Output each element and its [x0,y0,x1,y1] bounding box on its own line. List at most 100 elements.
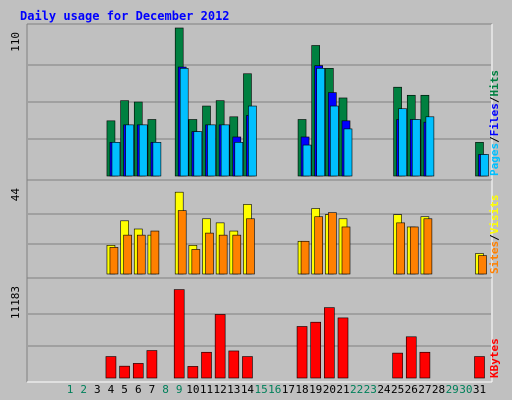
bar-sites-day-27 [423,218,433,275]
bar-sites-day-14 [246,218,255,275]
x-tick-day-28: 28 [432,383,445,396]
bar-pages-day-27 [425,116,435,177]
legend-item: Hits [488,70,501,97]
legend-item: Visits [488,195,501,235]
x-tick-day-5: 5 [121,383,128,396]
x-tick-day-10: 10 [186,383,199,396]
bar-pages-day-14 [248,105,257,177]
x-tick-day-2: 2 [80,383,87,396]
bar-pages-day-20 [330,105,339,177]
legend: Pages/Files/Hits [488,70,501,176]
y-max-label: 11183 [9,286,22,319]
bar-sites-day-13 [232,234,242,275]
legend-item: Files [488,103,501,136]
bar-pages-day-25 [398,108,407,177]
y-max-label: 110 [9,32,22,52]
bar-sites-day-25 [396,222,405,275]
x-tick-day-26: 26 [405,383,418,396]
legend: KBytes [488,338,501,378]
panel-visits-sites: 44 Sites/Visits [9,179,501,279]
x-tick-day-13: 13 [227,383,240,396]
bar-kbytes-day-4 [105,356,117,379]
x-tick-day-3: 3 [94,383,101,396]
x-tick-day-8: 8 [162,383,169,396]
bar-pages-day-5 [125,124,134,177]
x-tick-day-24: 24 [377,383,391,396]
bar-pages-day-21 [343,128,353,177]
bar-kbytes-day-26 [405,336,417,379]
bar-kbytes-day-7 [146,350,158,379]
bar-pages-day-31 [480,154,489,177]
bar-pages-day-13 [234,142,244,177]
x-tick-day-9: 9 [176,383,183,396]
bar-pages-day-11 [207,124,216,177]
x-tick-day-29: 29 [446,383,459,396]
bar-pages-day-12 [220,124,230,177]
bar-kbytes-day-6 [132,363,144,379]
legend-item: Pages [488,143,501,176]
x-tick-day-25: 25 [391,383,404,396]
bar-pages-day-10 [193,131,203,177]
x-tick-day-17: 17 [282,383,295,396]
x-tick-day-22: 22 [350,383,363,396]
chart-title: Daily usage for December 2012 [20,9,230,23]
bar-pages-day-19 [316,68,326,177]
bar-sites-day-6 [136,234,146,275]
x-tick-day-1: 1 [67,383,74,396]
bar-kbytes-day-10 [187,366,199,379]
bar-sites-day-19 [314,216,324,275]
bar-pages-day-18 [302,144,312,177]
bar-kbytes-day-11 [201,351,212,379]
x-tick-day-21: 21 [336,383,349,396]
bar-kbytes-day-18 [296,326,308,379]
bar-sites-day-7 [150,230,160,275]
bar-sites-day-11 [205,232,214,275]
bar-kbytes-day-14 [242,356,253,379]
x-tick-day-16: 16 [268,383,281,396]
bar-kbytes-day-21 [337,317,349,379]
legend-item: / [488,234,501,241]
x-tick-day-19: 19 [309,383,322,396]
legend-item: / [488,96,501,103]
bar-sites-day-10 [191,249,201,275]
legend: Sites/Visits [488,195,501,275]
bar-sites-day-12 [218,234,228,275]
legend-item: / [488,136,501,143]
x-tick-day-30: 30 [459,383,472,396]
x-tick-day-7: 7 [149,383,156,396]
x-tick-day-20: 20 [323,383,336,396]
bar-pages-day-7 [152,142,162,177]
legend-item: KBytes [488,338,501,378]
x-axis-labels: 1 2 3 4 5 6 7 8 9 10 11 12 13 14 15 16 17 18 19 20 21 22 23 24 2… [67,383,486,396]
x-tick-day-23: 23 [364,383,377,396]
bar-kbytes-day-12 [214,314,226,379]
x-tick-day-27: 27 [418,383,431,396]
bar-sites-day-20 [328,212,337,275]
bar-sites-day-26 [409,226,419,275]
bar-sites-day-4 [109,247,119,275]
bar-sites-day-9 [177,210,187,275]
bar-kbytes-day-20 [324,307,335,379]
bar-sites-day-31 [478,255,487,275]
panels-layer: 110Pages/Files/Hits44Sites/Visits11183KB… [9,23,501,383]
bar-pages-day-9 [179,68,189,177]
bar-kbytes-day-13 [228,350,240,379]
bar-sites-day-18 [300,240,310,275]
bar-pages-day-6 [138,124,148,177]
bar-kbytes-day-19 [310,321,322,379]
bar-kbytes-day-9 [173,289,185,379]
bar-kbytes-day-5 [119,365,130,379]
bar-pages-day-26 [411,119,421,177]
panel-kbytes: 11183 KBytes [9,277,501,383]
bar-pages-day-4 [111,142,121,177]
x-tick-day-6: 6 [135,383,142,396]
y-max-label: 44 [9,188,22,202]
bar-kbytes-day-27 [419,351,431,379]
bar-sites-day-5 [123,234,132,275]
x-tick-day-14: 14 [241,383,255,396]
bar-kbytes-day-25 [392,352,403,379]
x-tick-day-12: 12 [214,383,227,396]
x-tick-day-4: 4 [108,383,115,396]
